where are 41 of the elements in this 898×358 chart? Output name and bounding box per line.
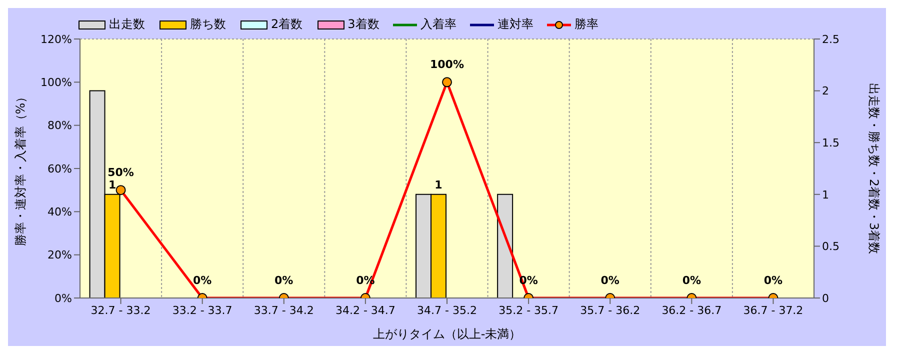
legend-label: 勝率 xyxy=(574,16,598,33)
legend-label: 入着率 xyxy=(420,16,456,33)
y2-tick-label: 1 xyxy=(822,188,829,202)
x-tick-label: 35.7 - 36.2 xyxy=(580,304,640,317)
data-label: 0% xyxy=(192,274,212,287)
y2-axis-title: 出走数・勝ち数・2着数・3着数 xyxy=(866,82,881,254)
legend-label: 3着数 xyxy=(348,16,380,33)
legend-label: 出走数 xyxy=(109,16,145,33)
data-label: 0% xyxy=(600,274,620,287)
x-tick-label: 36.7 - 37.2 xyxy=(743,304,804,317)
x-tick-label: 33.2 - 33.7 xyxy=(172,304,232,317)
y-tick-label: 20% xyxy=(48,248,72,262)
x-tick-label: 33.7 - 34.2 xyxy=(254,304,314,317)
y2-tick-label: 0 xyxy=(822,292,829,305)
data-label: 1 xyxy=(434,178,442,192)
y-tick-label: 40% xyxy=(48,206,72,219)
y-tick-label: 80% xyxy=(48,119,72,132)
data-label: 50% xyxy=(108,166,134,180)
legend-label: 2着数 xyxy=(271,16,303,33)
y-tick-label: 60% xyxy=(48,162,72,176)
x-tick-label: 32.7 - 33.2 xyxy=(90,304,151,317)
y2-tick-label: 1.5 xyxy=(822,136,840,150)
data-label: 100% xyxy=(430,58,464,72)
y-tick-label: 120% xyxy=(40,32,72,46)
x-tick-label: 34.2 - 34.7 xyxy=(335,304,396,317)
x-tick-label: 35.2 - 35.7 xyxy=(498,304,559,317)
legend-label: 連対率 xyxy=(497,16,534,33)
legend-label: 勝ち数 xyxy=(190,16,226,33)
data-label: 1 xyxy=(108,178,116,192)
data-label: 0% xyxy=(764,274,783,287)
x-axis-title: 上がりタイム（以上-未満） xyxy=(372,327,522,341)
y-tick-label: 0% xyxy=(54,292,72,305)
x-tick-label: 36.2 - 36.7 xyxy=(662,304,722,317)
data-label: 0% xyxy=(682,274,702,287)
x-tick-label: 34.7 - 35.2 xyxy=(417,304,477,317)
y-tick-label: 100% xyxy=(40,76,72,90)
y-axis-title: 勝率・連対率・入着率（%） xyxy=(13,90,28,246)
y2-tick-label: 2 xyxy=(822,84,829,98)
y2-tick-label: 2.5 xyxy=(822,32,840,46)
y2-tick-label: 0.5 xyxy=(822,240,840,254)
data-label: 0% xyxy=(274,274,294,287)
